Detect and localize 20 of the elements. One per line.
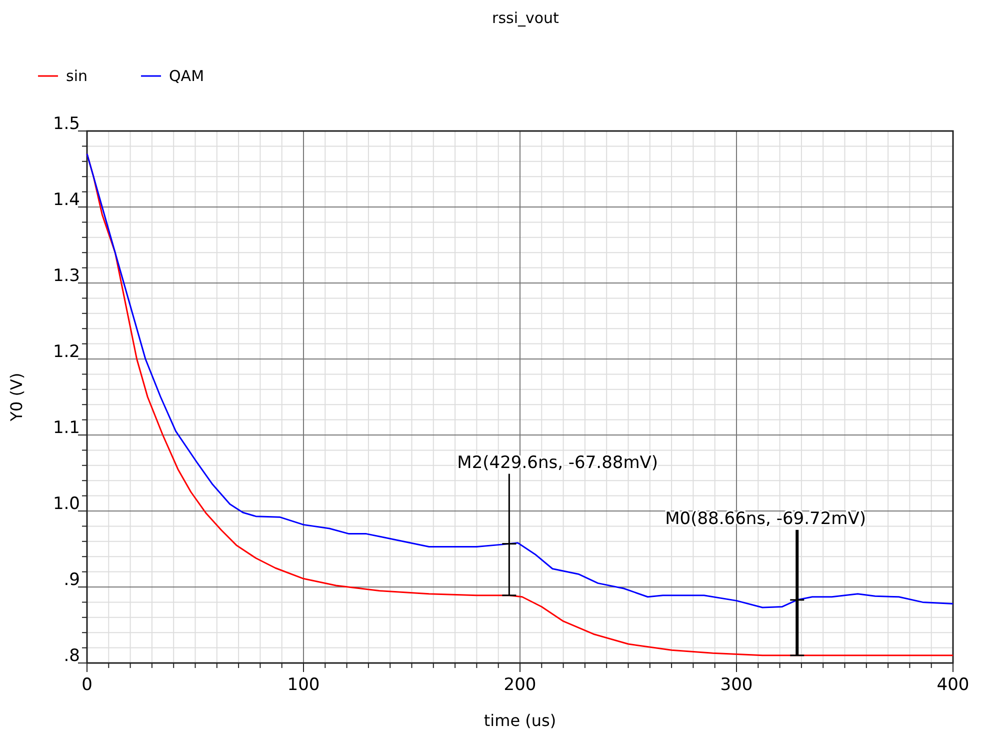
y-tick-label: 1.0 [52, 494, 80, 514]
y-tick-label: 1.4 [52, 190, 80, 210]
legend-label: QAM [169, 67, 204, 85]
x-tick-label: 400 [936, 675, 970, 695]
y-tick-label: 1.2 [52, 342, 80, 362]
x-tick-label: 300 [720, 675, 753, 695]
y-tick-label: 1.3 [52, 266, 80, 286]
y-tick-label: .8 [64, 646, 80, 666]
annotation: M2(429.6ns, -67.88mV) [457, 452, 658, 473]
x-tick-label: 100 [287, 675, 320, 695]
x-tick-label: 200 [504, 675, 536, 695]
y-tick-label: .9 [64, 570, 80, 590]
x-axis-title: time (us) [484, 711, 556, 730]
y-axis-title: Y0 (V) [7, 372, 26, 422]
annotation: M0(88.66ns, -69.72mV) [665, 508, 866, 529]
y-tick-label: 1.5 [52, 114, 80, 134]
y-tick-label: 1.1 [52, 418, 80, 438]
chart-title: rssi_vout [492, 9, 560, 27]
x-tick-label: 0 [82, 675, 92, 695]
legend-label: sin [66, 67, 88, 85]
